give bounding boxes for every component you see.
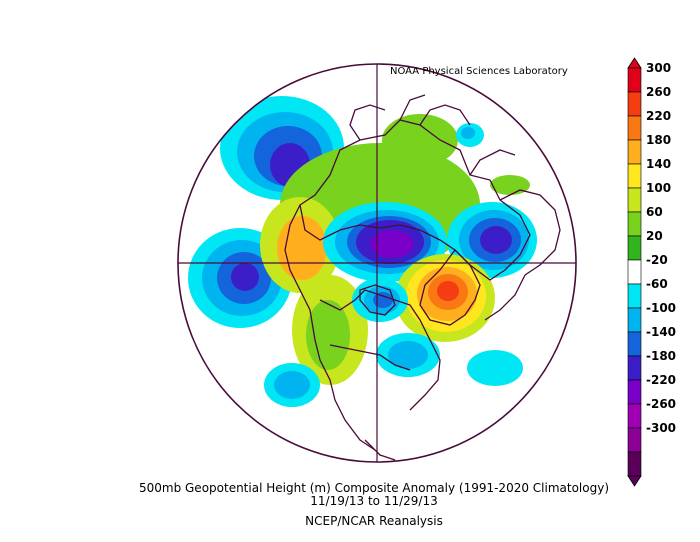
colorbar-segment — [627, 67, 642, 93]
date-range: 11/19/13 to 11/29/13 — [310, 494, 438, 508]
colorbar-tick-label: 140 — [646, 157, 672, 171]
colorbar-segment — [627, 139, 642, 165]
colorbar-segment — [627, 307, 642, 333]
colorbar-segment — [627, 451, 642, 477]
colorbar-segment — [627, 235, 642, 261]
anomaly-low-east — [447, 202, 537, 278]
colorbar-tick-label: -20 — [646, 253, 668, 267]
data-source: NCEP/NCAR Reanalysis — [305, 514, 443, 528]
colorbar-segment — [627, 283, 642, 309]
colorbar-tick-label: -100 — [646, 301, 677, 315]
anomaly-low-polar — [323, 202, 447, 282]
colorbar-segment — [627, 355, 642, 381]
colorbar-tick-label: 260 — [646, 85, 672, 99]
colorbar-segment — [627, 91, 642, 117]
chart-title: 500mb Geopotential Height (m) Composite … — [138, 481, 609, 495]
colorbar-segment — [627, 379, 642, 405]
colorbar-segment — [627, 259, 642, 285]
colorbar — [627, 57, 642, 487]
colorbar-tick-label: -180 — [646, 349, 677, 363]
credit-label: NOAA Physical Sciences Laboratory — [390, 66, 568, 77]
colorbar-segment — [627, 427, 642, 453]
colorbar-tick-label: 300 — [646, 61, 672, 75]
colorbar-segment — [627, 163, 642, 189]
colorbar-tick-label: 20 — [646, 229, 663, 243]
anomaly-high-east — [395, 254, 495, 342]
colorbar-tick-label: 220 — [646, 109, 672, 123]
colorbar-tick-label: 100 — [646, 181, 672, 195]
colorbar-tick-label: -260 — [646, 397, 677, 411]
colorbar-tick-label: -60 — [646, 277, 668, 291]
anomaly-map — [177, 63, 577, 463]
colorbar-segment — [627, 331, 642, 357]
colorbar-segment — [627, 187, 642, 213]
colorbar-tick-label: 60 — [646, 205, 663, 219]
colorbar-top-arrow — [627, 57, 642, 69]
colorbar-tick-label: -220 — [646, 373, 677, 387]
colorbar-tick-label: 180 — [646, 133, 672, 147]
anomaly-contours — [178, 64, 576, 462]
colorbar-segment — [627, 211, 642, 237]
map-boundary — [177, 63, 577, 463]
colorbar-tick-label: -140 — [646, 325, 677, 339]
colorbar-segment — [627, 115, 642, 141]
colorbar-segment — [627, 403, 642, 429]
colorbar-tick-label: -300 — [646, 421, 677, 435]
anomaly-low-south — [264, 123, 523, 407]
colorbar-bottom-arrow — [627, 475, 642, 487]
